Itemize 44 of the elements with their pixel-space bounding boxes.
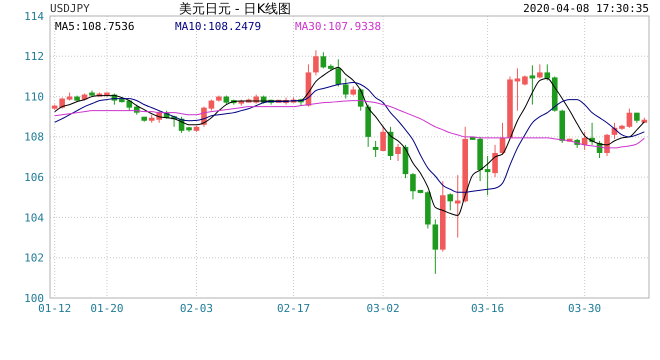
candlestick	[500, 122, 506, 156]
candlestick	[484, 155, 490, 196]
candlestick	[342, 78, 349, 100]
candlestick	[544, 64, 550, 81]
x-tick-label: 01-12	[38, 302, 72, 315]
candlestick	[336, 58, 342, 87]
candlestick	[350, 86, 356, 96]
candlestick	[522, 74, 528, 86]
text: MA30:107.9338	[295, 20, 382, 33]
x-tick-label: 01-20	[90, 302, 124, 315]
y-tick-label: 110	[24, 90, 44, 104]
x-tick-label: 03-30	[568, 302, 602, 315]
candlestick	[626, 108, 632, 128]
x-tick-label: 03-02	[366, 302, 400, 315]
candlestick	[395, 143, 401, 162]
candlestick	[447, 192, 454, 211]
candlestick	[454, 174, 461, 238]
y-tick-label: 106	[24, 170, 44, 184]
text: MA5:108.7536	[55, 20, 134, 33]
x-tick-label: 03-16	[471, 302, 504, 315]
candlestick	[380, 125, 386, 152]
candlestick	[313, 50, 319, 76]
y-tick-label: 100	[24, 292, 44, 305]
candlestick	[224, 95, 230, 106]
y-tick-label: 112	[24, 50, 44, 64]
x-tick-label: 02-17	[276, 302, 310, 315]
candlestick	[492, 144, 498, 178]
chart-title: 美元日元 - 日K线图	[178, 1, 292, 17]
candlestick	[410, 172, 416, 200]
y-tick-label: 102	[24, 252, 44, 265]
text: MA10:108.2479	[175, 20, 262, 33]
candlestick	[530, 64, 536, 106]
y-tick-label: 114	[24, 10, 44, 23]
candlestick	[604, 133, 610, 156]
candlestick	[537, 64, 543, 79]
y-tick-label: 104	[24, 211, 44, 224]
candlestick	[208, 99, 214, 112]
x-tick-label: 02-03	[180, 302, 214, 315]
text: USDJPY	[50, 2, 90, 15]
candlestick	[320, 52, 326, 69]
y-tick-label: 108	[24, 130, 44, 144]
candlestick	[372, 140, 378, 158]
text: 2020-04-08 17:30:35	[523, 2, 649, 15]
candlestick	[634, 112, 640, 124]
